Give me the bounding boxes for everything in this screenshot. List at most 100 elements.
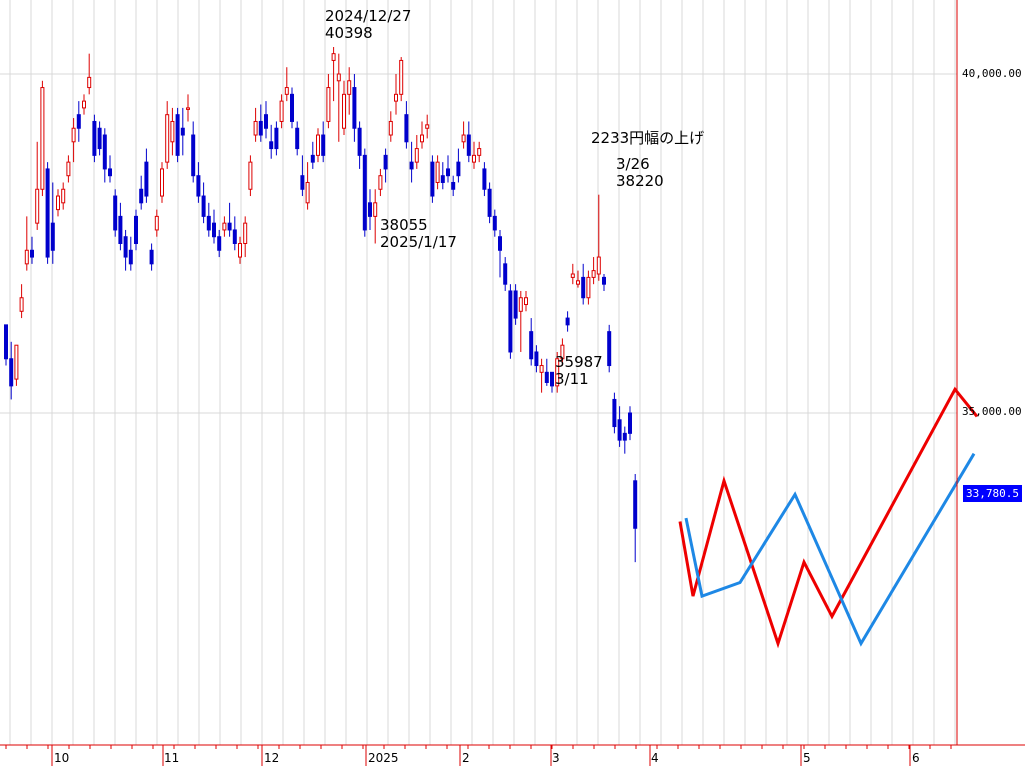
candle-body-up [61, 188, 66, 204]
candle-body-up [586, 276, 591, 299]
candle-body-up [19, 297, 24, 312]
candle-body-down [581, 276, 586, 299]
annotation-high-value: 40398 [325, 24, 373, 42]
candle-body-up [378, 175, 383, 190]
candle-body-down [9, 358, 14, 387]
candle-body-down [212, 222, 216, 238]
candle-body-up [399, 59, 404, 95]
candle-body-down [274, 127, 279, 150]
candle-body-down [544, 371, 549, 383]
candle-body-down [508, 290, 513, 353]
candle-body-up [316, 134, 320, 156]
candle-body-down [466, 134, 471, 156]
candle-body-down [321, 134, 326, 156]
candle-body-down [180, 127, 185, 136]
candle-body-down [529, 331, 534, 360]
annotation-mar-low-value: 35987 [555, 353, 603, 371]
candle-body-down [451, 181, 456, 190]
candle-body-up [576, 280, 580, 285]
candle-body-up [596, 256, 601, 275]
candle-body-up [555, 358, 560, 387]
price-grid-lines [0, 73, 957, 414]
candle-body-down [362, 154, 367, 231]
candle-body-down [232, 229, 237, 245]
candle-body-down [258, 120, 263, 136]
candle-body-up [394, 93, 398, 102]
candle-body-down [633, 480, 638, 529]
candle-body-up [284, 87, 289, 95]
annotation-high-date: 2024/12/27 [325, 7, 412, 25]
candle-body-down [196, 175, 201, 197]
candle-body-down [76, 114, 81, 129]
candle-body-up [570, 273, 575, 278]
x-label-apr: 4 [651, 751, 659, 765]
candle-body-up [24, 249, 29, 265]
candle-body-up [222, 222, 227, 231]
candle-body-down [128, 249, 133, 265]
candle-body-up [82, 100, 86, 109]
candle-body-down [409, 161, 414, 170]
candle-body-down [628, 412, 632, 434]
candle-body-down [430, 161, 435, 197]
candle-body-down [310, 154, 315, 163]
candle-body-down [300, 175, 305, 190]
candle-body-down [513, 290, 518, 319]
candle-body-down [123, 236, 128, 258]
candle-body-down [612, 398, 617, 428]
candle-body-up [388, 120, 393, 136]
candle-body-down [30, 249, 34, 258]
candle-body-up [524, 297, 528, 306]
candle-body-up [170, 120, 175, 143]
candle-body-down [191, 134, 196, 177]
candle-body-down [290, 93, 294, 122]
y-tick-label-40000: 40,000.00 [962, 67, 1022, 80]
candle-body-down [144, 161, 149, 197]
candle-body-down [352, 87, 357, 129]
candle-body-down [503, 263, 508, 285]
candle-body-down [534, 351, 539, 367]
candle-body-down [4, 324, 8, 360]
candle-body-down [440, 175, 445, 183]
candle-body-down [446, 168, 450, 177]
x-label-may: 5 [803, 751, 811, 765]
candle-body-down [134, 215, 138, 245]
candle-body-down [368, 202, 372, 217]
candle-body-down [139, 188, 144, 204]
candle-body-up [373, 202, 378, 217]
candle-body-down [206, 215, 211, 231]
candle-body-down [482, 168, 487, 190]
candle-body-down [149, 249, 154, 265]
candle-body-up [342, 93, 346, 129]
candle-body-up [472, 154, 476, 163]
x-label-nov: 11 [164, 751, 180, 765]
candle-body-down [264, 114, 268, 129]
candle-body-up [414, 148, 419, 163]
candle-body-up [326, 87, 331, 122]
candles [4, 47, 638, 563]
candle-body-down [617, 419, 622, 441]
candle-body-up [591, 270, 596, 278]
candle-body-down [92, 120, 97, 156]
candle-body-up [14, 344, 19, 380]
candle-body-down [269, 141, 274, 150]
annotation-jan-low-date: 2025/1/17 [380, 233, 457, 251]
candle-body-down [227, 222, 232, 231]
candle-body-up [425, 124, 430, 129]
candle-body-up [238, 243, 242, 258]
forecast-lines [678, 386, 979, 649]
candle-body-down [108, 168, 112, 177]
current-price-badge: 33,780.5 [963, 485, 1022, 502]
candle-body-up [347, 80, 352, 95]
annotation-mar-low-date: 3/11 [555, 370, 589, 388]
candle-body-up [248, 161, 253, 190]
candle-body-down [175, 114, 180, 156]
candle-body-up [87, 76, 92, 89]
candle-body-up [154, 215, 159, 231]
x-label-feb: 2 [462, 751, 470, 765]
candle-body-up [35, 188, 40, 224]
candle-body-up [186, 107, 190, 110]
candle-body-up [253, 120, 258, 136]
candle-body-down [456, 161, 461, 177]
forecast-line-blue [684, 452, 976, 647]
